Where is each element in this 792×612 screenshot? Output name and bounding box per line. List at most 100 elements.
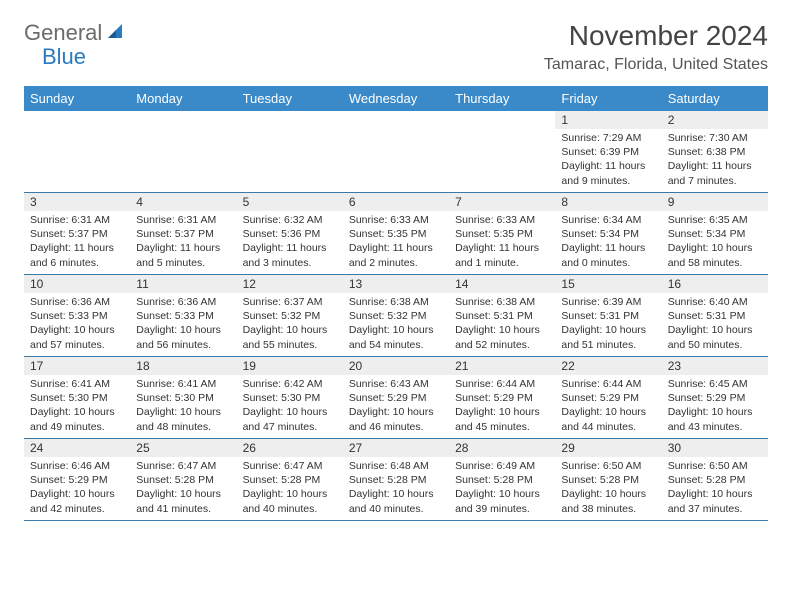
sunrise-text: Sunrise: 6:31 AM: [136, 213, 230, 227]
day-info: Sunrise: 6:50 AMSunset: 5:28 PMDaylight:…: [555, 457, 661, 520]
sunset-text: Sunset: 5:32 PM: [243, 309, 337, 323]
sunset-text: Sunset: 5:28 PM: [455, 473, 549, 487]
day-info: Sunrise: 6:48 AMSunset: 5:28 PMDaylight:…: [343, 457, 449, 520]
sunset-text: Sunset: 5:30 PM: [243, 391, 337, 405]
day-number: 20: [343, 357, 449, 375]
sunset-text: Sunset: 5:30 PM: [136, 391, 230, 405]
daylight-text: Daylight: 10 hours and 45 minutes.: [455, 405, 549, 433]
weekday-saturday: Saturday: [662, 86, 768, 111]
day-cell: 9Sunrise: 6:35 AMSunset: 5:34 PMDaylight…: [662, 193, 768, 274]
weekday-wednesday: Wednesday: [343, 86, 449, 111]
day-cell: 1Sunrise: 7:29 AMSunset: 6:39 PMDaylight…: [555, 111, 661, 192]
sunrise-text: Sunrise: 6:43 AM: [349, 377, 443, 391]
daylight-text: Daylight: 10 hours and 38 minutes.: [561, 487, 655, 515]
day-cell: 19Sunrise: 6:42 AMSunset: 5:30 PMDayligh…: [237, 357, 343, 438]
day-info: Sunrise: 6:41 AMSunset: 5:30 PMDaylight:…: [24, 375, 130, 438]
daylight-text: Daylight: 10 hours and 55 minutes.: [243, 323, 337, 351]
day-cell: 30Sunrise: 6:50 AMSunset: 5:28 PMDayligh…: [662, 439, 768, 520]
day-number: 1: [555, 111, 661, 129]
day-number: 21: [449, 357, 555, 375]
daylight-text: Daylight: 10 hours and 50 minutes.: [668, 323, 762, 351]
daylight-text: Daylight: 11 hours and 5 minutes.: [136, 241, 230, 269]
day-cell: 4Sunrise: 6:31 AMSunset: 5:37 PMDaylight…: [130, 193, 236, 274]
sunset-text: Sunset: 5:31 PM: [561, 309, 655, 323]
day-cell: 26Sunrise: 6:47 AMSunset: 5:28 PMDayligh…: [237, 439, 343, 520]
week-row: 24 Sunrise: 6:46 AMSunset: 5:29 PM Dayligh…: [24, 439, 768, 521]
sunset-text: Sunset: 5:29 PM: [30, 473, 124, 487]
daylight-text: Daylight: 10 hours and 58 minutes.: [668, 241, 762, 269]
daylight-text: Daylight: 11 hours and 1 minute.: [455, 241, 549, 269]
day-number: 18: [130, 357, 236, 375]
sunrise-text: Sunrise: 6:46 AM: [30, 459, 124, 473]
daylight-text: Daylight: 10 hours and 52 minutes.: [455, 323, 549, 351]
sunset-text: Sunset: 5:29 PM: [455, 391, 549, 405]
day-info: Sunrise: 6:35 AMSunset: 5:34 PMDaylight:…: [662, 211, 768, 274]
daylight-text: Daylight: 10 hours and 37 minutes.: [668, 487, 762, 515]
day-cell: [130, 111, 236, 192]
sunset-text: Sunset: 5:28 PM: [136, 473, 230, 487]
week-row: 1Sunrise: 7:29 AMSunset: 6:39 PMDaylight…: [24, 111, 768, 193]
day-info: Sunrise: 6:45 AMSunset: 5:29 PMDaylight:…: [662, 375, 768, 438]
day-info: Sunrise: 6:32 AMSunset: 5:36 PMDaylight:…: [237, 211, 343, 274]
daylight-text: Daylight: 10 hours and 51 minutes.: [561, 323, 655, 351]
sunset-text: Sunset: 5:31 PM: [455, 309, 549, 323]
calendar: Sunday Monday Tuesday Wednesday Thursday…: [24, 86, 768, 521]
day-cell: 20Sunrise: 6:43 AMSunset: 5:29 PMDayligh…: [343, 357, 449, 438]
day-cell: [343, 111, 449, 192]
sunset-text: Sunset: 5:28 PM: [243, 473, 337, 487]
sunrise-text: Sunrise: 6:48 AM: [349, 459, 443, 473]
sunset-text: Sunset: 5:35 PM: [349, 227, 443, 241]
day-cell: 10Sunrise: 6:36 AMSunset: 5:33 PMDayligh…: [24, 275, 130, 356]
sunset-text: Sunset: 5:33 PM: [30, 309, 124, 323]
daylight-text: Daylight: 10 hours and 56 minutes.: [136, 323, 230, 351]
day-cell: 23Sunrise: 6:45 AMSunset: 5:29 PMDayligh…: [662, 357, 768, 438]
day-number: 12: [237, 275, 343, 293]
sunset-text: Sunset: 5:34 PM: [668, 227, 762, 241]
location: Tamarac, Florida, United States: [544, 56, 768, 74]
day-cell: 25Sunrise: 6:47 AMSunset: 5:28 PMDayligh…: [130, 439, 236, 520]
day-info: Sunrise: 6:34 AMSunset: 5:34 PMDaylight:…: [555, 211, 661, 274]
sunrise-text: Sunrise: 6:35 AM: [668, 213, 762, 227]
day-number: 10: [24, 275, 130, 293]
day-number: 16: [662, 275, 768, 293]
logo-text-general: General: [24, 20, 102, 46]
day-number: 26: [237, 439, 343, 457]
day-number: 24: [24, 439, 130, 457]
day-info: Sunrise: 6:49 AMSunset: 5:28 PMDaylight:…: [449, 457, 555, 520]
sunrise-text: Sunrise: 6:41 AM: [30, 377, 124, 391]
day-info: Sunrise: 6:41 AMSunset: 5:30 PMDaylight:…: [130, 375, 236, 438]
day-info: Sunrise: 6:47 AMSunset: 5:28 PMDaylight:…: [237, 457, 343, 520]
day-info: Sunrise: 7:29 AMSunset: 6:39 PMDaylight:…: [555, 129, 661, 192]
day-number: 25: [130, 439, 236, 457]
sunset-text: Sunset: 5:28 PM: [561, 473, 655, 487]
daylight-text: Daylight: 10 hours and 46 minutes.: [349, 405, 443, 433]
day-number: 7: [449, 193, 555, 211]
daylight-text: Daylight: 11 hours and 0 minutes.: [561, 241, 655, 269]
week-row: 10 Sunrise: 6:36 AM Sunset: 5:33 PM Dayligh…: [24, 275, 768, 357]
day-number: 14: [449, 275, 555, 293]
sunset-text: Sunset: 5:30 PM: [30, 391, 124, 405]
day-info: Sunrise: 6:33 AMSunset: 5:35 PMDaylight:…: [449, 211, 555, 274]
weekday-tuesday: Tuesday: [237, 86, 343, 111]
weekday-sunday: Sunday: [24, 86, 130, 111]
sunrise-text: Sunrise: 6:37 AM: [243, 295, 337, 309]
daylight-text: Daylight: 10 hours and 48 minutes.: [136, 405, 230, 433]
daylight-text: Daylight: 11 hours and 3 minutes.: [243, 241, 337, 269]
day-info: Sunrise: 6:31 AMSunset: 5:37 PMDaylight:…: [130, 211, 236, 274]
sunrise-text: Sunrise: 6:50 AM: [668, 459, 762, 473]
weekday-header: Sunday Monday Tuesday Wednesday Thursday…: [24, 86, 768, 111]
weekday-monday: Monday: [130, 86, 236, 111]
day-info: Sunrise: 6:39 AMSunset: 5:31 PMDaylight:…: [555, 293, 661, 356]
daylight-text: Daylight: 10 hours and 40 minutes.: [349, 487, 443, 515]
day-number: [449, 111, 555, 115]
day-number: 19: [237, 357, 343, 375]
logo-sail-icon: [106, 22, 124, 45]
day-cell: 11Sunrise: 6:36 AMSunset: 5:33 PMDayligh…: [130, 275, 236, 356]
sunrise-text: Sunrise: 6:44 AM: [561, 377, 655, 391]
day-cell: 24Sunrise: 6:46 AMSunset: 5:29 PMDayligh…: [24, 439, 130, 520]
daylight-text: Daylight: 11 hours and 7 minutes.: [668, 159, 762, 187]
week-row: 17Sunrise: 6:41 AMSunset: 5:30 PMDayligh…: [24, 357, 768, 439]
day-cell: [24, 111, 130, 192]
sunrise-text: Sunrise: 6:36 AM: [136, 295, 230, 309]
sunset-text: Sunset: 5:28 PM: [668, 473, 762, 487]
